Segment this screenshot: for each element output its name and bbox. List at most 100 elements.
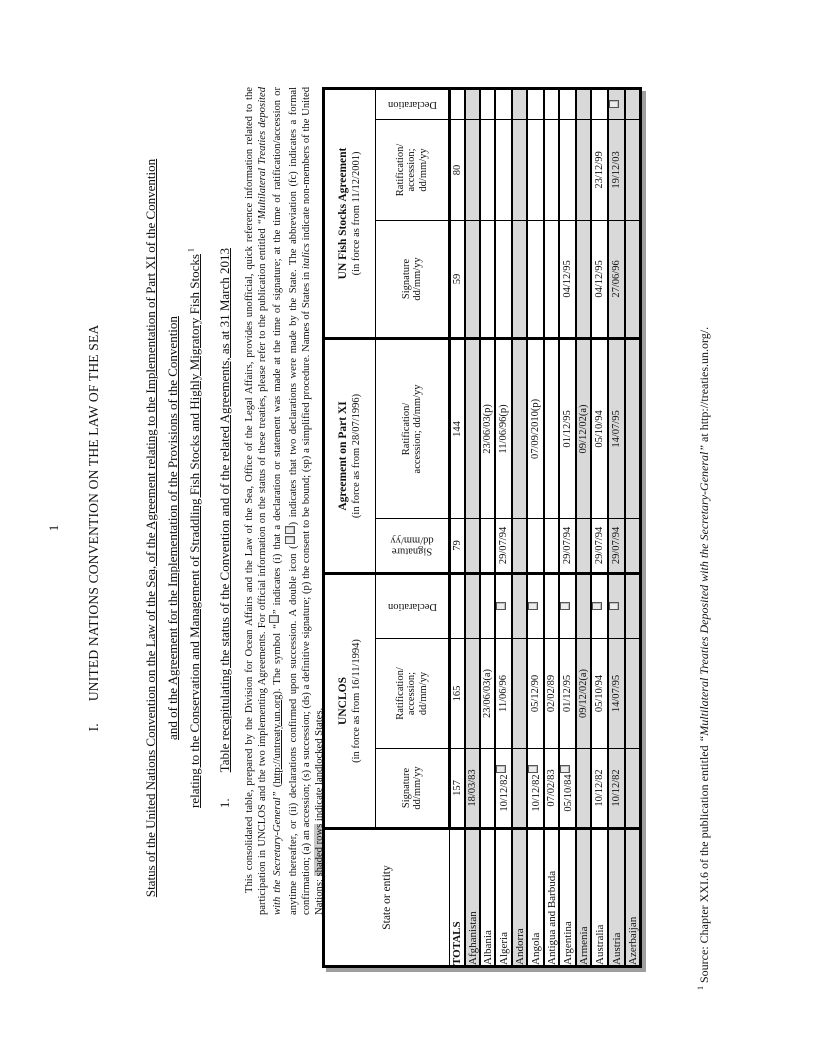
table-cell (544, 119, 559, 221)
state-name-cell: Australia (591, 828, 608, 967)
text-segment: and of the Agreement for the Implementat… (165, 316, 180, 740)
table-cell (527, 88, 544, 120)
table-cell: 05/10/84 (559, 748, 576, 829)
table-row: Australia 10/12/82 05/10/94 29/07/94 05/10/9… (591, 88, 608, 967)
table-cell: 18/03/83 (465, 748, 480, 829)
table-cell: 144 (449, 338, 465, 519)
declaration-icon (609, 602, 619, 611)
column-header: Signature dd/mm/yy (375, 220, 450, 339)
table-cell (576, 88, 591, 120)
subsection-number: 1. (217, 798, 232, 809)
table-cell: 29/07/94 (591, 518, 608, 574)
page-number: 1 (46, 524, 61, 532)
text-segment: relating to the Conservation and Managem… (187, 254, 202, 808)
table-cell: 157 (449, 748, 465, 829)
table-cell (449, 573, 465, 639)
table-cell (495, 119, 512, 221)
table-cell: 23/06/03(p) (480, 338, 495, 519)
state-name-cell: Argentina (559, 828, 576, 967)
text-segment: at http://treaties.un.org/. (697, 326, 711, 445)
table-row: Armenia 09/12/02(a) 09/12/02(a) (576, 88, 591, 967)
table-cell (625, 573, 641, 639)
status-table: State or entity UNCLOS (in force as from 1… (322, 86, 642, 968)
subtitle-line-1: Status of the United Nations Convention … (140, 0, 162, 1056)
state-name-cell: Armenia (576, 828, 591, 967)
table-cell (465, 119, 480, 221)
table-cell (544, 518, 559, 574)
subsection-title: Table recapitulating the status of the C… (217, 247, 232, 773)
text-segment: “Multilateral Treaties Deposited with th… (697, 444, 711, 743)
table-cell: 80 (449, 119, 465, 221)
treaty-title: Agreement on Part XI (337, 401, 349, 511)
table-cell (625, 638, 641, 749)
treaty-title: UNCLOS (337, 677, 349, 725)
text-segment: Status of the United Nations Convention … (143, 158, 158, 898)
table-cell (512, 748, 527, 829)
table-cell (576, 748, 591, 829)
table-cell: 10/12/82 (495, 748, 512, 829)
table-cell: 165 (449, 638, 465, 749)
rotated-header-label: Signature dd/mm/yy (390, 534, 434, 557)
subsection-heading: 1. Table recapitulating the status of the… (217, 0, 233, 1056)
table-cell (512, 220, 527, 339)
section-number: I. (86, 723, 101, 732)
text-segment: Source: Chapter XXI.6 of the publication… (697, 742, 711, 986)
table-cell: 07/09/2010(p) (527, 338, 544, 519)
table-cell (544, 573, 559, 639)
declaration-icon (592, 602, 602, 611)
table-cell (495, 88, 512, 120)
declaration-icon (560, 765, 570, 774)
state-name-cell: Austria (608, 828, 625, 967)
state-name-cell: Afghanistan (465, 828, 480, 967)
text-segment: italics (300, 243, 312, 270)
column-header: Signature dd/mm/yy (375, 748, 450, 829)
table-cell (465, 573, 480, 639)
declaration-icon (528, 765, 538, 774)
introductory-notes: This consolidated table, prepared by the… (243, 87, 326, 915)
state-name-cell: Andorra (512, 828, 527, 967)
state-name-cell: Azerbaijan (625, 828, 641, 967)
table-cell (512, 573, 527, 639)
declaration-icon (496, 765, 506, 774)
table-cell (591, 88, 608, 120)
declaration-icon (609, 100, 619, 109)
table-cell: 10/12/82 (608, 748, 625, 829)
table-cell (625, 338, 641, 519)
state-name-cell: Antigua and Barbuda (544, 828, 559, 967)
declaration-icon (269, 615, 280, 624)
table-cell: 01/12/95 (559, 338, 576, 519)
table-cell: 10/12/82 (527, 748, 544, 829)
table-row: Azerbaijan (625, 88, 641, 967)
table-cell (559, 573, 576, 639)
table-cell: 29/07/94 (608, 518, 625, 574)
treaty-in-force-date: (in force as from 28/07/1996) (351, 393, 362, 519)
table-row: Austria 10/12/82 14/07/95 29/07/94 14/07/95 2… (608, 88, 625, 967)
state-name-cell: TOTALS (449, 828, 465, 967)
state-name-cell: Albania (480, 828, 495, 967)
group-header: UN Fish Stocks Agreement (in force as fro… (323, 88, 376, 339)
state-name-cell: Algeria (495, 828, 512, 967)
table-cell (559, 119, 576, 221)
table-cell (480, 573, 495, 639)
table-row: Angola 10/12/82 05/12/90 07/09/2010(p) (527, 88, 544, 967)
column-header-state-or-entity: State or entity (323, 828, 450, 967)
table-cell (480, 88, 495, 120)
subtitle-line-2: and of the Agreement for the Implementat… (162, 0, 184, 1056)
table-cell (559, 88, 576, 120)
table-cell (625, 220, 641, 339)
table-cell (465, 338, 480, 519)
column-header: Declaration (375, 88, 450, 120)
table-cell: 59 (449, 220, 465, 339)
table-cell (544, 220, 559, 339)
table-row: Algeria 10/12/82 11/06/96 29/07/94 11/06/96(… (495, 88, 512, 967)
table-cell: 27/06/96 (608, 220, 625, 339)
declaration-icon (496, 602, 506, 611)
table-cell (576, 518, 591, 574)
text-segment: 1 (696, 986, 705, 990)
treaty-in-force-date: (in force as from 11/12/2001) (351, 151, 362, 276)
table-cell: 29/07/94 (495, 518, 512, 574)
declaration-icon (284, 536, 295, 545)
table-cell (527, 518, 544, 574)
declaration-icon (528, 602, 538, 611)
